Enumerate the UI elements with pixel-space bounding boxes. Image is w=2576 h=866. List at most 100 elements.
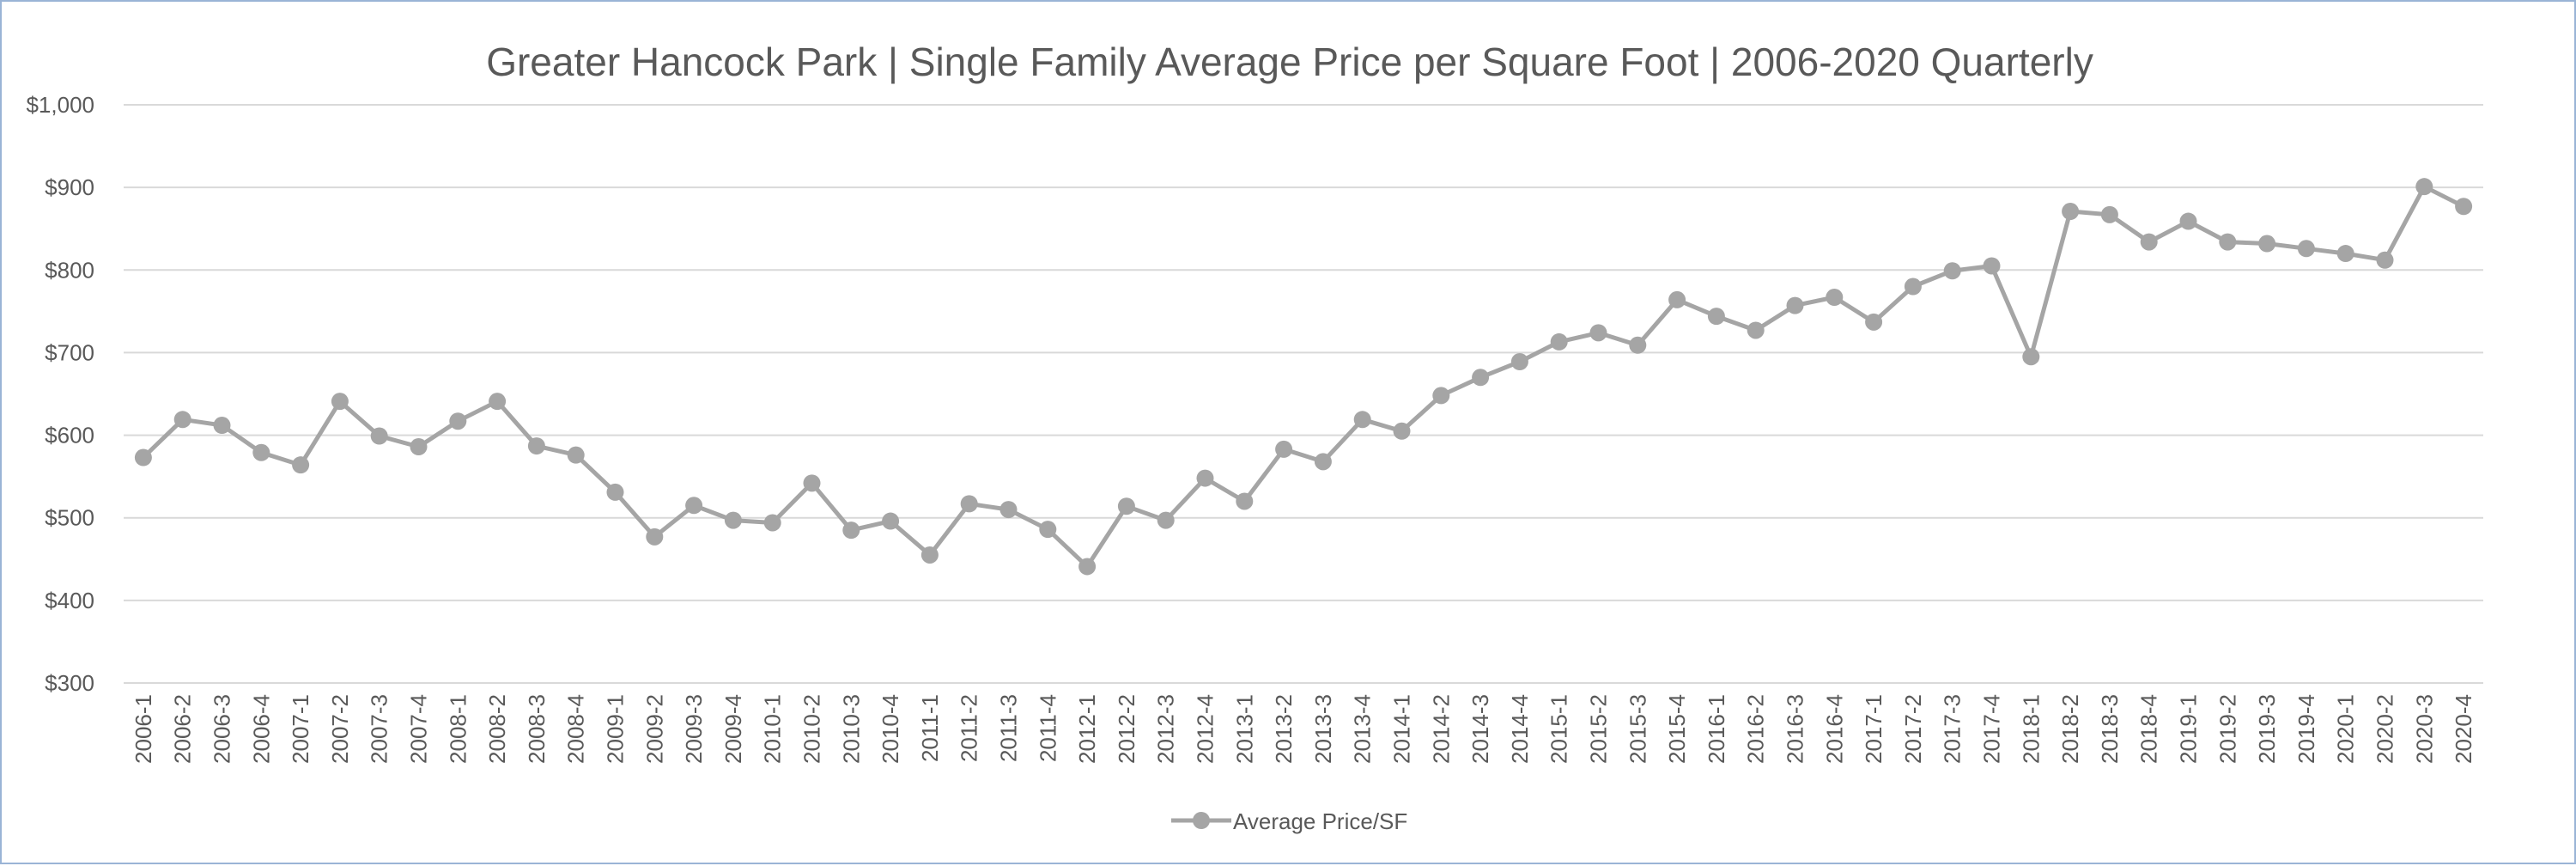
data-point <box>2336 245 2354 263</box>
x-tick-label: 2014-1 <box>1389 694 1415 764</box>
x-tick-label: 2012-3 <box>1153 694 1179 764</box>
data-point <box>527 437 545 455</box>
x-tick-label: 2015-4 <box>1664 694 1690 764</box>
x-tick-label: 2011-3 <box>996 694 1022 762</box>
x-tick-label: 2014-2 <box>1428 694 1454 764</box>
x-tick-label: 2016-3 <box>1783 694 1808 764</box>
data-point <box>1039 521 1057 539</box>
y-axis-ticks: $300 $400 $500 $600 $700 $800 $900 $1,000 <box>26 92 94 696</box>
x-tick-label: 2009-3 <box>681 694 707 764</box>
data-point <box>803 474 821 492</box>
x-tick-label: 2015-3 <box>1625 694 1650 764</box>
data-point <box>1707 308 1725 326</box>
data-point <box>1314 453 1332 471</box>
x-tick-label: 2011-4 <box>1035 694 1060 762</box>
x-tick-label: 2008-3 <box>524 694 550 764</box>
data-point <box>2455 198 2473 216</box>
data-point <box>1117 497 1135 515</box>
data-point <box>410 438 428 456</box>
data-point <box>646 528 664 546</box>
legend: Average Price/SF <box>1171 808 1407 834</box>
data-point <box>1786 296 1804 314</box>
x-tick-label: 2016-4 <box>1821 694 1847 764</box>
data-point <box>1275 440 1293 458</box>
x-tick-label: 2008-1 <box>445 694 471 764</box>
y-tick-label: $700 <box>45 339 94 365</box>
x-tick-label: 2015-2 <box>1586 694 1612 764</box>
x-tick-label: 2017-4 <box>1979 694 2005 764</box>
data-point <box>173 411 191 429</box>
data-point <box>1629 336 1647 354</box>
data-point <box>2062 203 2080 221</box>
data-point <box>1393 422 1411 440</box>
x-tick-label: 2015-1 <box>1546 694 1572 764</box>
x-tick-label: 2006-1 <box>131 694 156 764</box>
data-point <box>2100 205 2118 223</box>
x-tick-label: 2016-1 <box>1704 694 1729 764</box>
x-tick-label: 2017-3 <box>1940 694 1965 764</box>
data-point <box>920 546 939 564</box>
data-point <box>763 514 781 532</box>
data-point <box>1747 321 1765 339</box>
x-tick-label: 2013-2 <box>1271 694 1297 764</box>
x-tick-label: 2009-1 <box>603 694 629 764</box>
data-point <box>960 495 978 513</box>
x-tick-label: 2010-1 <box>760 694 786 764</box>
x-tick-label: 2017-1 <box>1861 694 1886 764</box>
x-tick-label: 2012-1 <box>1074 694 1100 764</box>
x-axis-ticks: 2006-1 2006-2 2006-3 2006-4 2007-1 2007-2 2007… <box>131 694 2476 764</box>
x-tick-label: 2016-2 <box>1743 694 1769 764</box>
data-point <box>685 497 703 515</box>
y-tick-label: $300 <box>45 670 94 696</box>
data-point <box>1865 313 1883 331</box>
x-tick-label: 2018-4 <box>2136 694 2162 764</box>
x-tick-label: 2009-4 <box>720 694 746 764</box>
x-tick-label: 2010-4 <box>878 694 903 764</box>
data-point <box>1472 369 1490 387</box>
x-tick-label: 2012-4 <box>1193 694 1218 764</box>
x-tick-label: 2008-4 <box>563 694 589 764</box>
data-point <box>1432 387 1450 405</box>
data-point <box>213 417 231 435</box>
chart-title: Greater Hancock Park | Single Family Ave… <box>486 40 2093 84</box>
x-tick-label: 2018-3 <box>2097 694 2123 764</box>
data-point <box>1943 262 1961 280</box>
x-tick-label: 2013-3 <box>1310 694 1336 764</box>
data-point <box>1589 324 1607 342</box>
x-tick-label: 2020-2 <box>2372 694 2398 764</box>
data-point <box>292 456 310 474</box>
data-point <box>2022 348 2040 366</box>
data-point <box>882 512 900 530</box>
x-tick-label: 2007-1 <box>288 694 313 764</box>
x-tick-label: 2010-2 <box>799 694 825 764</box>
data-point <box>2140 233 2158 251</box>
y-tick-label: $600 <box>45 423 94 448</box>
data-point <box>252 443 270 461</box>
x-tick-label: 2014-4 <box>1507 694 1533 764</box>
legend-label: Average Price/SF <box>1233 808 1407 834</box>
x-tick-label: 2019-2 <box>2215 694 2240 764</box>
data-point <box>1353 411 1371 429</box>
x-tick-label: 2007-4 <box>406 694 432 764</box>
x-tick-label: 2020-1 <box>2333 694 2359 764</box>
x-tick-label: 2014-3 <box>1467 694 1493 764</box>
data-point <box>2297 240 2315 258</box>
data-point <box>489 393 507 411</box>
x-tick-label: 2006-4 <box>248 694 274 764</box>
x-tick-label: 2013-4 <box>1350 694 1376 764</box>
x-tick-label: 2006-2 <box>170 694 196 764</box>
x-tick-label: 2007-3 <box>367 694 392 764</box>
data-point <box>2415 178 2433 196</box>
data-point <box>2376 251 2394 269</box>
y-tick-label: $1,000 <box>26 92 94 118</box>
series-average-price-sf <box>134 178 2473 576</box>
data-point <box>1236 492 1254 510</box>
data-point <box>370 427 388 445</box>
data-point <box>999 501 1018 519</box>
y-tick-label: $800 <box>45 257 94 283</box>
data-point <box>2219 233 2237 251</box>
data-point <box>1826 289 1844 307</box>
data-point <box>567 446 585 464</box>
data-point <box>2179 212 2197 230</box>
